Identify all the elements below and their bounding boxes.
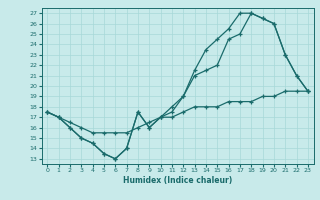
X-axis label: Humidex (Indice chaleur): Humidex (Indice chaleur): [123, 176, 232, 185]
